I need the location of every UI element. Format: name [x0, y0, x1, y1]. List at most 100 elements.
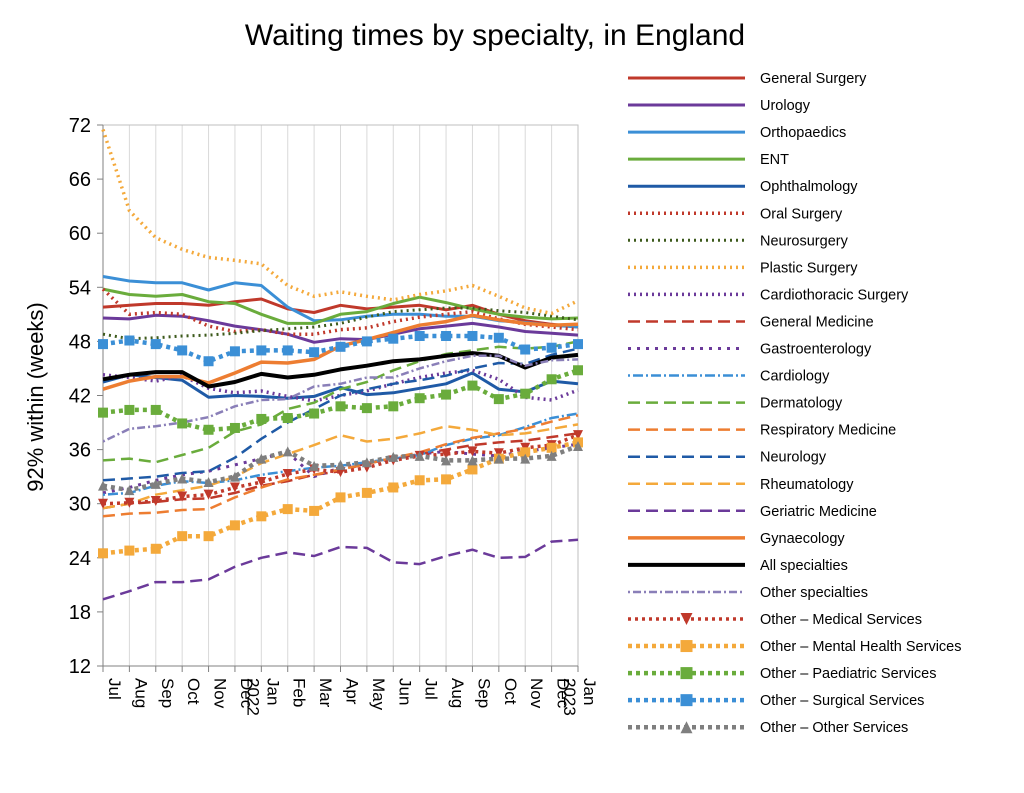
legend-label: Gynaecology	[760, 531, 845, 547]
data-point	[388, 482, 399, 493]
series-line	[102, 538, 579, 601]
legend-item: General Medicine	[628, 314, 874, 330]
legend-item: Other specialties	[628, 585, 868, 601]
series-24	[98, 440, 583, 496]
series-line	[102, 347, 579, 482]
data-point	[520, 388, 531, 399]
series-14	[102, 347, 579, 482]
legend-item: Neurology	[628, 450, 827, 466]
data-point	[282, 504, 293, 515]
legend-label: General Surgery	[760, 71, 867, 87]
x-tick-text: Apr	[343, 678, 362, 705]
data-point	[680, 667, 693, 680]
legend-item: Other – Paediatric Services	[628, 666, 937, 682]
legend-label: Cardiology	[760, 369, 830, 385]
data-point	[414, 475, 425, 486]
data-point	[441, 330, 452, 341]
legend-item: Geriatric Medicine	[628, 504, 877, 520]
data-point	[467, 330, 478, 341]
data-point	[546, 342, 557, 353]
legend-label: Other specialties	[760, 585, 868, 601]
x-tick-label: Jul	[105, 678, 124, 700]
x-tick-text: Jul	[422, 678, 441, 700]
legend-label: Other – Mental Health Services	[760, 639, 961, 655]
data-point	[467, 455, 478, 466]
x-tick-text: Oct	[501, 678, 520, 705]
x-tick-label: Sep	[158, 678, 177, 708]
data-point	[203, 531, 214, 542]
legend-label: Neurology	[760, 450, 827, 466]
series-line	[102, 354, 579, 443]
series-4	[102, 371, 579, 400]
legend-label: Gastroenterology	[760, 342, 872, 358]
data-point	[282, 345, 293, 356]
x-tick-text: Mar	[316, 678, 335, 708]
data-point	[493, 453, 504, 464]
x-tick-label: Oct	[184, 678, 203, 705]
legend-label: Respiratory Medicine	[760, 423, 896, 439]
data-point	[282, 468, 293, 479]
data-point	[414, 330, 425, 341]
legend-label: All specialties	[760, 558, 848, 574]
legend-label: Dermatology	[760, 396, 843, 412]
data-point	[493, 448, 504, 459]
data-point	[229, 482, 240, 493]
legend-item: Other – Medical Services	[628, 612, 922, 628]
legend-item: Urology	[628, 98, 811, 114]
data-point	[680, 694, 693, 707]
x-tick-label: Dec	[237, 678, 256, 709]
data-point	[150, 495, 161, 506]
data-point	[467, 380, 478, 391]
series-line	[102, 423, 579, 510]
y-axis-label: 92% within (weeks)	[23, 302, 48, 492]
legend-item: Orthopaedics	[628, 125, 846, 141]
series-3	[102, 287, 579, 325]
data-point	[573, 440, 583, 451]
data-point	[229, 346, 240, 357]
legend-item: All specialties	[628, 558, 848, 574]
legend-item: Gastroenterology	[628, 342, 872, 358]
data-point	[203, 489, 214, 500]
data-point	[361, 336, 372, 347]
x-tick-text: Jul	[105, 678, 124, 700]
legend-item: ENT	[628, 152, 789, 168]
legend-label: Oral Surgery	[760, 206, 843, 222]
data-point	[680, 640, 693, 653]
x-tick-text: Nov	[211, 678, 230, 709]
chart-title: Waiting times by specialty, in England	[245, 19, 745, 52]
data-point	[150, 543, 161, 554]
data-point	[520, 344, 531, 355]
data-point	[467, 464, 478, 475]
data-point	[124, 335, 135, 346]
legend-label: Other – Surgical Services	[760, 693, 924, 709]
x-tick-text: Nov	[527, 678, 546, 709]
data-point	[150, 339, 161, 350]
data-point	[573, 430, 583, 441]
data-point	[680, 613, 693, 625]
data-point	[414, 393, 425, 404]
data-point	[177, 531, 188, 542]
data-point	[546, 442, 557, 453]
legend-label: Geriatric Medicine	[760, 504, 877, 520]
x-tick-text: Dec	[554, 678, 573, 709]
y-tick-label: 42	[69, 386, 91, 408]
data-point	[256, 477, 267, 488]
data-point	[256, 413, 267, 424]
series-19	[102, 354, 579, 443]
data-point	[414, 450, 425, 461]
y-tick-label: 54	[69, 277, 91, 299]
legend-item: Respiratory Medicine	[628, 423, 896, 439]
series-line	[102, 306, 579, 341]
data-point	[388, 401, 399, 412]
data-point	[282, 413, 293, 424]
data-point	[361, 403, 372, 414]
data-point	[388, 451, 399, 462]
legend: General Surgery Urology Orthopaedics ENT Oph…	[628, 71, 961, 736]
x-tick-text: May	[369, 678, 388, 711]
data-point	[309, 408, 320, 419]
legend-label: Rheumatology	[760, 477, 854, 493]
legend-item: Ophthalmology	[628, 179, 858, 195]
legend-item: Neurosurgery	[628, 233, 849, 249]
data-point	[203, 356, 214, 367]
